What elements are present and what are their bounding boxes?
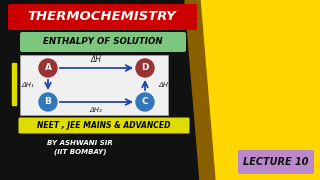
- Text: NEET , JEE MAINS & ADVANCED: NEET , JEE MAINS & ADVANCED: [37, 121, 171, 130]
- FancyBboxPatch shape: [8, 4, 197, 30]
- Text: BY ASHWANI SIR: BY ASHWANI SIR: [47, 140, 113, 146]
- Text: (IIT BOMBAY): (IIT BOMBAY): [54, 149, 106, 155]
- Circle shape: [136, 93, 154, 111]
- Circle shape: [39, 93, 57, 111]
- Text: ΔH₂: ΔH₂: [90, 107, 102, 113]
- FancyBboxPatch shape: [19, 118, 189, 134]
- Text: ΔH₁: ΔH₁: [21, 82, 34, 88]
- Polygon shape: [185, 0, 215, 180]
- FancyBboxPatch shape: [20, 55, 168, 115]
- Text: THERMOCHEMISTRY: THERMOCHEMISTRY: [28, 10, 176, 24]
- Text: ΔH: ΔH: [91, 55, 101, 64]
- FancyBboxPatch shape: [20, 32, 186, 52]
- Text: C: C: [142, 98, 148, 107]
- Text: A: A: [44, 64, 52, 73]
- Text: ENTHALPY OF SOLUTION: ENTHALPY OF SOLUTION: [43, 37, 163, 46]
- Polygon shape: [190, 0, 320, 180]
- FancyBboxPatch shape: [238, 150, 314, 174]
- Circle shape: [136, 59, 154, 77]
- Bar: [12, 63, 16, 105]
- Text: LECTURE 10: LECTURE 10: [243, 157, 309, 167]
- Text: D: D: [141, 64, 149, 73]
- Circle shape: [39, 59, 57, 77]
- Text: B: B: [44, 98, 52, 107]
- Text: ΔH₃: ΔH₃: [158, 82, 171, 88]
